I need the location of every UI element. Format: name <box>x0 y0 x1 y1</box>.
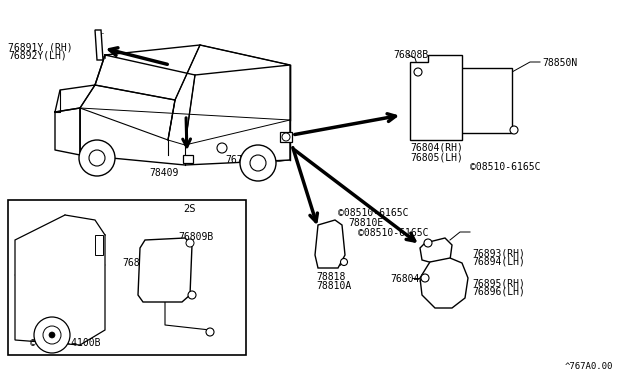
Bar <box>280 132 292 142</box>
Text: 76892Y(LH): 76892Y(LH) <box>8 51 67 61</box>
Circle shape <box>250 155 266 171</box>
Circle shape <box>424 239 432 247</box>
Text: 76804(RH): 76804(RH) <box>410 143 463 153</box>
Text: ^767A0.00: ^767A0.00 <box>565 362 613 371</box>
Circle shape <box>421 274 429 282</box>
Text: 76896(LH): 76896(LH) <box>472 287 525 297</box>
Circle shape <box>34 317 70 353</box>
Text: ©08510-6165C: ©08510-6165C <box>338 208 408 218</box>
Text: 76891Y (RH): 76891Y (RH) <box>8 42 72 52</box>
Circle shape <box>43 326 61 344</box>
Circle shape <box>240 145 276 181</box>
Polygon shape <box>138 238 192 302</box>
Text: 76804A: 76804A <box>390 274 425 284</box>
Bar <box>95 235 103 255</box>
Text: ©08540-4100B: ©08540-4100B <box>30 338 100 348</box>
Text: 76808B: 76808B <box>393 50 428 60</box>
Circle shape <box>188 291 196 299</box>
Polygon shape <box>420 258 468 308</box>
Text: 76893(RH): 76893(RH) <box>472 248 525 258</box>
Text: 78850N: 78850N <box>542 58 577 68</box>
Bar <box>183 155 193 163</box>
Circle shape <box>186 239 194 247</box>
Text: 76894(LH): 76894(LH) <box>472 257 525 267</box>
Circle shape <box>217 143 227 153</box>
Text: 78409: 78409 <box>149 168 179 178</box>
Text: 2S: 2S <box>184 204 196 214</box>
Polygon shape <box>410 55 462 140</box>
Text: 76895(RH): 76895(RH) <box>472 278 525 288</box>
Polygon shape <box>15 215 105 345</box>
Bar <box>460 68 512 133</box>
Text: 78810E: 78810E <box>348 218 383 228</box>
Polygon shape <box>420 238 452 265</box>
Circle shape <box>510 126 518 134</box>
Text: ©08510-6165C: ©08510-6165C <box>470 162 541 172</box>
Circle shape <box>79 140 115 176</box>
Text: 78810A: 78810A <box>316 281 351 291</box>
Circle shape <box>89 150 105 166</box>
Text: 76808N: 76808N <box>122 258 157 268</box>
Text: ©08510-6165C: ©08510-6165C <box>358 228 429 238</box>
Polygon shape <box>95 30 103 60</box>
Circle shape <box>49 332 55 338</box>
Circle shape <box>340 259 348 266</box>
Text: 76805(LH): 76805(LH) <box>410 152 463 162</box>
Circle shape <box>414 68 422 76</box>
Text: 78818: 78818 <box>316 272 346 282</box>
Circle shape <box>206 328 214 336</box>
Circle shape <box>282 133 290 141</box>
Bar <box>8 200 246 355</box>
Text: 76700G: 76700G <box>225 155 260 165</box>
Polygon shape <box>315 220 345 268</box>
Text: 76809B: 76809B <box>178 232 213 242</box>
